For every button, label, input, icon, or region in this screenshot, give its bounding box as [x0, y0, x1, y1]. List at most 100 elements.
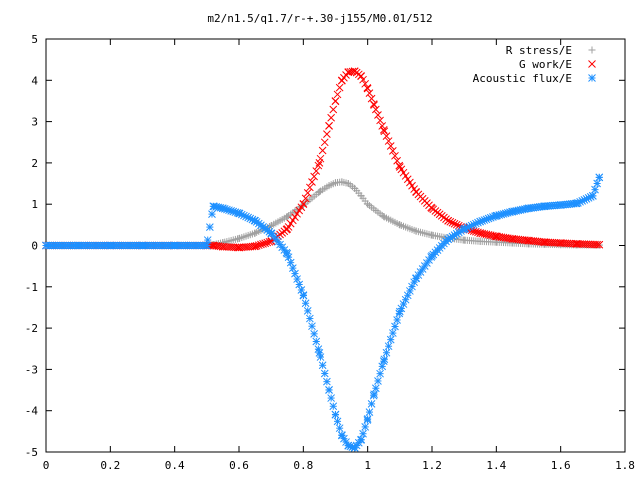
- data-point: [323, 377, 331, 386]
- data-point: [267, 222, 275, 230]
- data-point: [329, 402, 338, 411]
- data-point: [310, 329, 318, 338]
- data-point: [303, 307, 312, 315]
- data-point: [556, 239, 565, 247]
- data-point: [251, 242, 259, 251]
- data-point: [460, 236, 468, 244]
- data-point: [380, 213, 388, 221]
- data-point: [396, 221, 404, 229]
- y-tick-label: -1: [25, 281, 38, 294]
- legend-marker: [588, 46, 596, 54]
- data-point: [325, 182, 333, 190]
- y-tick-label: 0: [31, 240, 38, 253]
- data-point: [374, 377, 382, 385]
- data-point: [412, 187, 420, 196]
- data-point: [303, 189, 312, 197]
- data-point: [259, 240, 267, 248]
- data-point: [265, 238, 274, 246]
- data-point: [367, 94, 376, 103]
- data-point: [593, 179, 601, 188]
- data-point: [384, 342, 393, 351]
- data-point: [335, 83, 344, 92]
- data-point: [471, 227, 480, 236]
- data-point: [235, 234, 243, 242]
- x-tick-label: 0.4: [165, 459, 185, 472]
- data-point: [318, 146, 327, 155]
- data-point: [283, 225, 292, 233]
- data-point: [106, 241, 115, 250]
- legend-label: R stress/E: [506, 44, 572, 57]
- y-tick-label: -5: [25, 446, 38, 459]
- data-point: [448, 218, 457, 227]
- data-point: [235, 209, 243, 218]
- data-point: [391, 151, 399, 160]
- data-point: [338, 178, 346, 186]
- data-point: [235, 243, 243, 252]
- data-point: [332, 179, 339, 187]
- series-2: [42, 67, 604, 252]
- data-point: [301, 194, 310, 203]
- data-point: [492, 232, 501, 241]
- data-point: [308, 322, 316, 331]
- data-point: [524, 236, 533, 245]
- legend-label: Acoustic flux/E: [473, 72, 572, 85]
- data-point: [252, 241, 261, 250]
- y-tick-label: 2: [31, 157, 38, 170]
- data-point: [74, 241, 83, 250]
- data-point: [329, 105, 338, 114]
- axis-ticks: 0 0.2 0.4 0.6 0.8 1 1.2 1.4 1.6 1.8 -5 -4 -3 -2 -1 0 1 2 3…: [25, 33, 635, 472]
- data-point: [376, 369, 384, 378]
- data-point: [380, 127, 389, 136]
- series-3: [42, 173, 604, 452]
- data-point: [397, 165, 406, 174]
- data-point: [508, 207, 517, 216]
- x-tick-label: 0.2: [100, 459, 120, 472]
- data-point: [344, 441, 353, 450]
- data-point: [333, 417, 342, 426]
- data-point: [318, 361, 327, 370]
- data-point: [357, 435, 366, 444]
- data-point: [370, 390, 378, 399]
- data-point: [308, 178, 316, 186]
- x-tick-label: 1: [364, 459, 371, 472]
- data-point: [386, 335, 395, 344]
- data-point: [357, 192, 365, 200]
- data-point: [327, 394, 335, 402]
- data-point: [376, 116, 384, 125]
- data-point: [595, 240, 604, 249]
- data-point: [363, 415, 372, 423]
- data-point: [428, 231, 436, 239]
- data-point: [374, 111, 382, 119]
- data-point: [209, 202, 218, 211]
- data-point: [306, 183, 314, 192]
- data-point: [393, 316, 401, 324]
- data-point: [205, 223, 214, 231]
- data-point: [344, 180, 352, 188]
- data-point: [524, 204, 533, 213]
- data-point: [406, 178, 414, 187]
- data-point: [572, 199, 581, 208]
- data-point: [444, 235, 452, 244]
- data-point: [359, 429, 367, 438]
- data-point: [333, 90, 342, 99]
- y-tick-label: 5: [31, 33, 38, 46]
- data-point: [219, 242, 227, 251]
- y-tick-label: -3: [25, 363, 38, 376]
- data-point: [378, 362, 387, 371]
- data-point: [344, 68, 353, 76]
- data-point: [393, 156, 401, 165]
- data-point: [284, 223, 293, 231]
- data-point: [312, 337, 321, 346]
- x-tick-label: 0.6: [229, 459, 249, 472]
- data-point: [295, 206, 304, 215]
- chart-title: m2/n1.5/q1.7/r-+.30-j155/M0.01/512: [207, 12, 432, 25]
- data-point: [386, 142, 395, 150]
- legend-marker: [588, 60, 596, 68]
- data-point: [365, 89, 374, 97]
- data-point: [540, 238, 549, 247]
- data-point: [299, 291, 308, 299]
- y-tick-label: -4: [25, 405, 39, 418]
- data-point: [492, 211, 501, 220]
